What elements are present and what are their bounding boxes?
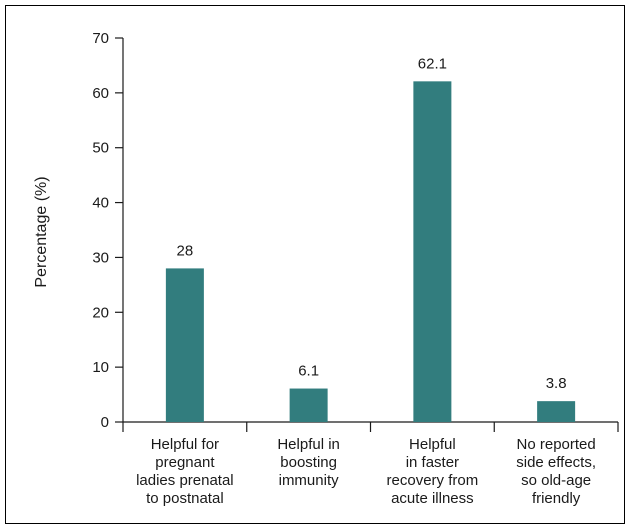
x-category-label-line: Helpful in: [277, 436, 340, 453]
x-category-label-line: pregnant: [155, 454, 215, 471]
y-tick-label: 10: [92, 359, 109, 376]
x-category-label-line: Helpful for: [151, 436, 219, 453]
bar: [165, 268, 204, 422]
x-category-label-line: side effects,: [516, 454, 596, 471]
x-category-label-line: Helpful: [409, 436, 456, 453]
y-tick-label: 70: [92, 30, 109, 47]
x-category-label-line: so old-age: [521, 472, 591, 489]
bars: [165, 81, 576, 422]
axes: [115, 37, 619, 432]
y-tick-label: 50: [92, 140, 109, 157]
data-label: 3.8: [546, 375, 567, 392]
bar: [537, 401, 576, 422]
x-category-label-line: immunity: [279, 472, 340, 489]
x-category-label: Helpful for pregnant ladies prenatal to pos…: [136, 436, 234, 507]
y-tick-label: 40: [92, 195, 109, 212]
x-category-label-line: No reported: [517, 436, 596, 453]
y-tick-label: 30: [92, 249, 109, 266]
x-category-label-line: recovery from: [387, 472, 479, 489]
bar: [413, 81, 452, 422]
y-tick-label: 20: [92, 304, 109, 321]
x-category-label-line: in faster: [406, 454, 459, 471]
x-category-label-line: boosting: [280, 454, 337, 471]
x-category-label-line: acute illness: [391, 490, 474, 507]
data-label: 62.1: [418, 55, 447, 72]
x-category-label-line: to postnatal: [146, 490, 224, 507]
x-category-label-line: ladies prenatal: [136, 472, 234, 489]
x-category-label: No reported side effects, so old-age friend…: [516, 436, 596, 507]
chart-frame: [5, 5, 625, 524]
data-label: 28: [177, 242, 194, 259]
y-tick-label: 60: [92, 85, 109, 102]
x-category-label: Helpful in boosting immunity: [277, 436, 340, 489]
x-category-label: Helpful in faster recovery from acute illne…: [387, 436, 479, 507]
labels: 0 10 20 30 40 50 60 70 28 Helpful for pregnant ladi…: [92, 30, 596, 507]
data-label: 6.1: [298, 363, 319, 380]
y-axis-title: Percentage (%): [33, 176, 50, 287]
y-tick-label: 0: [101, 414, 109, 431]
x-category-label-line: friendly: [532, 490, 581, 507]
bar: [289, 388, 328, 422]
